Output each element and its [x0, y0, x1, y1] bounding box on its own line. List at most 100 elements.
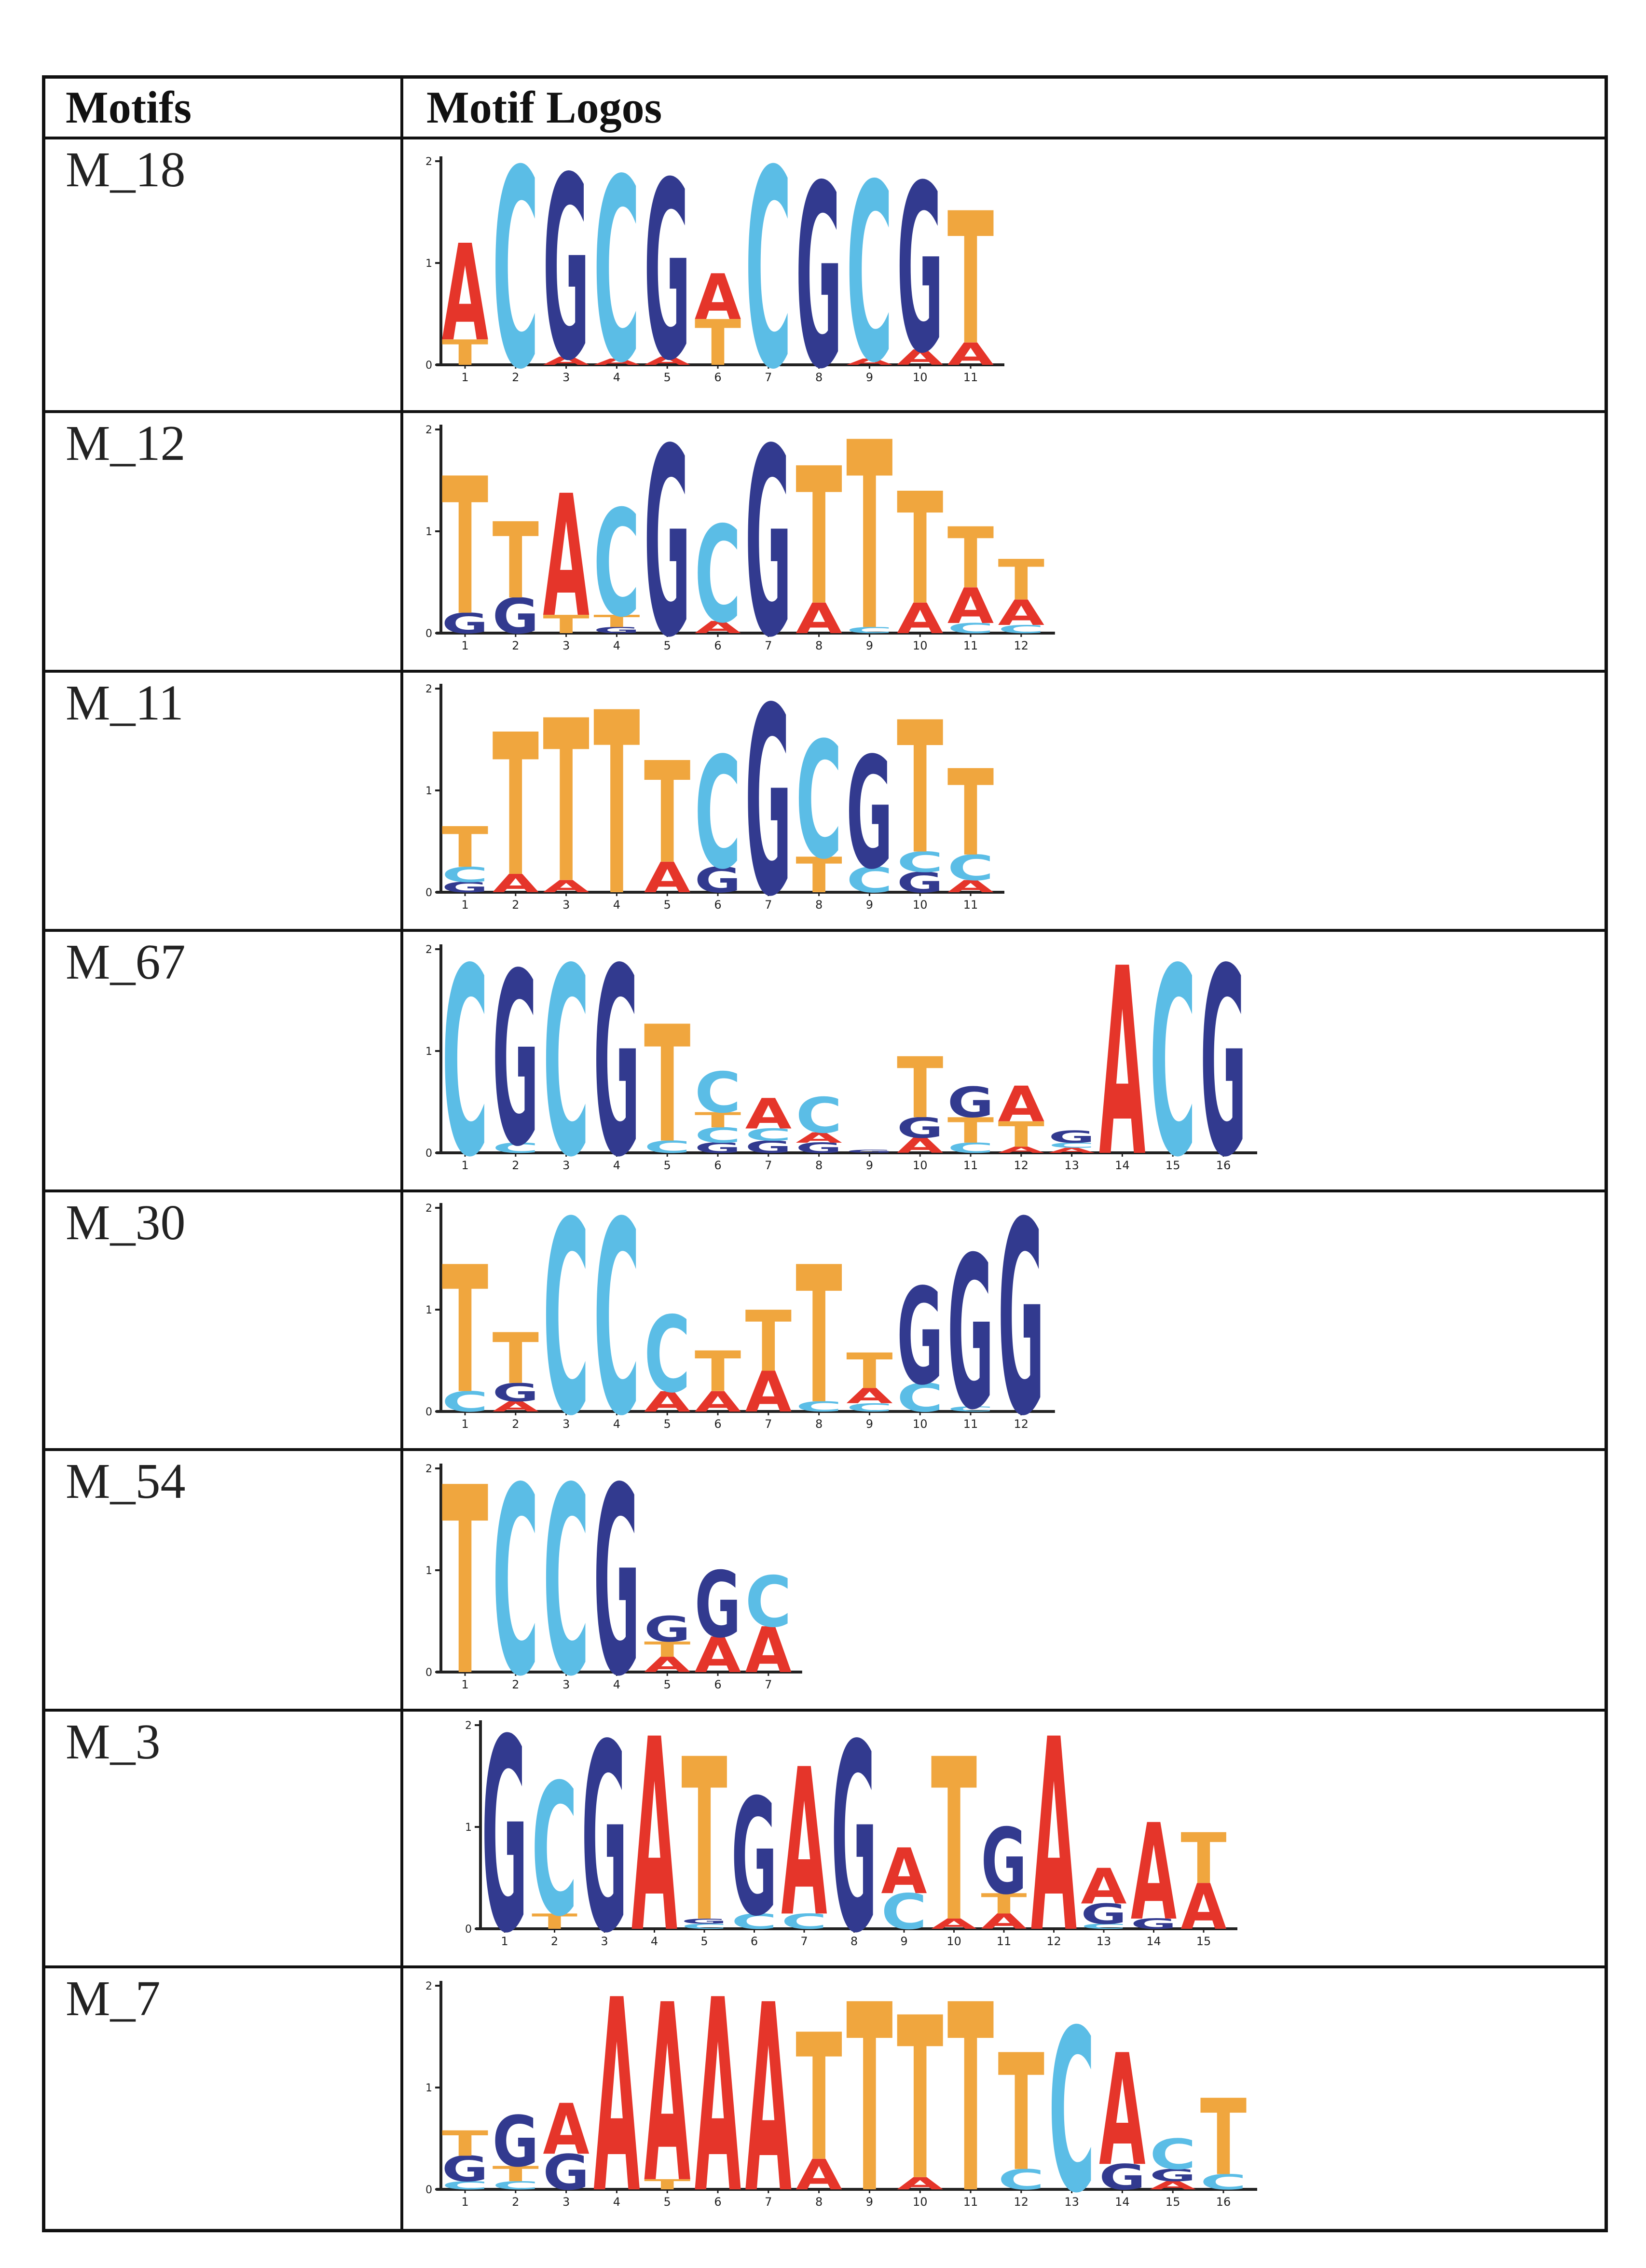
x-tick-label: 9: [866, 1417, 873, 1431]
letter-glyph: T: [442, 1230, 489, 1433]
x-tick-label: 2: [512, 1678, 519, 1691]
letter-glyph: G: [493, 1378, 539, 1407]
logo-letter-T: T: [681, 1712, 727, 1971]
y-tick-label: 1: [425, 785, 432, 797]
logo-letter-G: G: [493, 1378, 539, 1407]
motif-name: M_18: [66, 142, 186, 197]
logo-letter-T: T: [897, 1039, 943, 1137]
letter-glyph: A: [1099, 2021, 1145, 2200]
logo-letter-T: T: [1180, 1819, 1226, 1900]
x-tick-label: 11: [963, 2195, 978, 2209]
x-tick-label: 11: [963, 371, 978, 384]
logo-letter-G: G: [442, 607, 488, 640]
letter-glyph: T: [897, 1970, 944, 2230]
letter-glyph: G: [493, 588, 539, 645]
logo-letter-T: T: [796, 847, 842, 904]
logo-letter-C: C: [1200, 2170, 1247, 2194]
letter-glyph: T: [998, 548, 1044, 613]
logo-letter-T: T: [931, 1712, 977, 1971]
letter-glyph: G: [897, 866, 943, 899]
logo-letter-G: G: [1200, 914, 1247, 1214]
logo-letter-G: G: [695, 1140, 741, 1156]
logo-letter-C: C: [543, 1166, 589, 1474]
logo-letter-C: C: [493, 112, 539, 429]
x-tick-label: 1: [461, 898, 468, 912]
letter-glyph: C: [745, 112, 792, 429]
letter-glyph: C: [543, 914, 589, 1214]
logo-letter-C: C: [695, 1123, 741, 1148]
logo-letter-T: T: [998, 2020, 1044, 2207]
logo-letter-C: C: [593, 126, 640, 418]
logo-letter-A: A: [695, 618, 741, 637]
logo-letter-A: A: [695, 1944, 741, 2252]
x-tick-label: 7: [765, 1417, 772, 1431]
logo-letter-C: C: [731, 1909, 777, 1934]
header-motif-logos: Motif Logos: [426, 83, 662, 133]
logo-letter-T: T: [532, 1909, 577, 1934]
logo-letter-T: T: [493, 693, 539, 920]
motif-row-4: M_30 0 1 2 1 C T 2 A G T 3 C 4 C 5 A C 6 A T 7 A T 8 C T 9 C A T 10 C G 1…: [45, 1166, 1605, 1474]
x-tick-label: 6: [714, 1159, 721, 1172]
logo-letter-C: C: [442, 1385, 488, 1418]
letter-glyph: A: [796, 595, 842, 644]
logo-letter-A: A: [1031, 1683, 1077, 1991]
logo-letter-G: G: [897, 1111, 943, 1144]
letter-glyph: G: [796, 132, 842, 424]
logo-letter-A: A: [998, 1145, 1045, 1155]
letter-glyph: G: [745, 653, 792, 954]
letter-glyph: A: [1031, 1683, 1077, 1991]
logo-letter-C: C: [1150, 914, 1196, 1214]
logo-letter-C: C: [543, 1433, 589, 1733]
letter-glyph: C: [532, 1745, 577, 1956]
logo-letter-A: A: [1081, 1858, 1126, 1915]
logo-letter-T: T: [442, 815, 488, 880]
logo-letter-T: T: [846, 388, 893, 689]
letter-glyph: C: [442, 2179, 488, 2192]
letter-glyph: C: [644, 1294, 690, 1416]
letter-glyph: T: [981, 1887, 1027, 1920]
x-tick-label: 4: [613, 1417, 620, 1431]
y-tick-label: 1: [425, 1046, 432, 1058]
logo-letter-A: A: [931, 1916, 977, 1932]
letter-glyph: A: [493, 869, 539, 898]
x-tick-label: 6: [751, 1935, 758, 1948]
letter-glyph: G: [1099, 2157, 1145, 2198]
x-tick-label: 11: [963, 639, 978, 652]
logo-letter-G: G: [998, 1166, 1044, 1474]
letter-glyph: A: [644, 355, 690, 368]
letter-glyph: C: [731, 1909, 777, 1934]
letter-glyph: C: [695, 724, 741, 903]
logo-letter-T: T: [695, 306, 741, 380]
letter-glyph: G: [846, 724, 892, 903]
letter-glyph: A: [543, 460, 590, 655]
letter-glyph: G: [543, 124, 589, 416]
x-tick-label: 8: [815, 639, 823, 652]
logo-letter-C: C: [493, 1433, 539, 1733]
letter-glyph: T: [644, 1637, 690, 1661]
logo-letter-A: A: [644, 1653, 691, 1677]
x-tick-label: 9: [900, 1935, 907, 1948]
logo-letter-G: G: [1099, 2157, 1145, 2198]
logo-letter-T: T: [493, 1318, 539, 1399]
letter-glyph: T: [593, 659, 640, 952]
letter-glyph: A: [745, 1090, 792, 1139]
logo-letter-G: G: [695, 1552, 741, 1658]
letter-glyph: T: [897, 1039, 943, 1137]
logo-letter-C: C: [881, 1884, 927, 1941]
motif-name: M_3: [66, 1714, 161, 1770]
logo-letter-G: G: [593, 625, 640, 635]
letter-glyph: G: [897, 136, 943, 404]
letter-glyph: A: [695, 618, 741, 637]
y-tick-label: 2: [465, 1720, 472, 1732]
logo-letter-C: C: [745, 1125, 792, 1145]
letter-glyph: A: [881, 1835, 927, 1908]
y-tick-label: 2: [425, 1203, 432, 1215]
logo-letter-A: A: [695, 1627, 741, 1684]
logo-letter-G: G: [593, 1433, 640, 1733]
x-tick-label: 4: [613, 1678, 620, 1691]
x-tick-label: 2: [512, 898, 519, 912]
logo-letter-T: T: [897, 1970, 944, 2230]
